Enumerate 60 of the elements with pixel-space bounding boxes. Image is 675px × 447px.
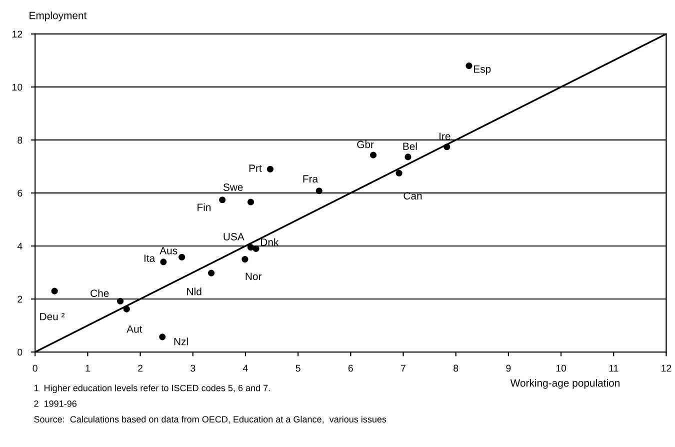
y-tick-label: 6 bbox=[18, 190, 22, 197]
point bbox=[466, 62, 472, 70]
point bbox=[444, 144, 450, 150]
data-label: Nzl bbox=[174, 338, 188, 346]
x-axis-title: Working-age population bbox=[510, 379, 620, 389]
x-tick-label: 2 bbox=[138, 364, 143, 372]
x-tick-label: 4 bbox=[242, 364, 248, 372]
y-axis-title: Employment bbox=[30, 12, 87, 22]
data-label: Nld bbox=[187, 288, 202, 296]
data-label: Ita bbox=[144, 254, 156, 262]
point bbox=[51, 288, 58, 294]
data-label: Prt bbox=[249, 164, 262, 172]
data-label: Che bbox=[90, 289, 109, 297]
y-tick-label: 0 bbox=[18, 348, 22, 356]
point bbox=[219, 196, 226, 204]
text: 2 1991-96 bbox=[34, 400, 77, 407]
data-label: Swe bbox=[223, 184, 243, 191]
point bbox=[404, 154, 412, 160]
point bbox=[117, 298, 124, 304]
data-label: Fra bbox=[303, 175, 318, 183]
x-tick-label: 11 bbox=[609, 364, 618, 372]
point bbox=[252, 245, 260, 252]
source-note: Source: Calculations based on data from OECD, Education at a Glance, various issues bbox=[34, 416, 386, 424]
y-tick-label: 2 bbox=[18, 296, 22, 303]
point bbox=[159, 334, 166, 340]
point bbox=[160, 258, 167, 266]
data-label: USA bbox=[224, 233, 244, 240]
y-tick-label: 10 bbox=[12, 84, 22, 91]
data-label: Esp bbox=[474, 65, 491, 75]
data-label: Deu ² bbox=[40, 312, 65, 320]
x-tick-label: 1 bbox=[86, 364, 90, 372]
x-tick-label: 10 bbox=[556, 364, 566, 372]
point bbox=[266, 166, 274, 172]
point bbox=[242, 256, 248, 263]
y-tick-label: 4 bbox=[17, 242, 22, 250]
point bbox=[370, 152, 377, 158]
data-label: Fin bbox=[198, 203, 211, 211]
data-label: Bel bbox=[403, 142, 417, 150]
point bbox=[247, 244, 254, 251]
x-tick-label: 9 bbox=[506, 364, 511, 372]
point bbox=[396, 170, 402, 176]
y-tick-label: 8 bbox=[18, 136, 22, 144]
x-tick-label: 7 bbox=[401, 364, 406, 372]
x-tick-label: 6 bbox=[348, 364, 353, 372]
point bbox=[316, 188, 322, 194]
point bbox=[208, 270, 215, 276]
y-tick-label: 12 bbox=[12, 30, 22, 38]
point bbox=[123, 306, 130, 312]
point bbox=[178, 254, 186, 260]
text: 1 Higher education levels refer to ISCED codes 5, 6 and 7. bbox=[34, 384, 270, 393]
x-tick-label: 5 bbox=[296, 364, 300, 372]
data-label: Nor bbox=[246, 272, 262, 280]
point bbox=[247, 198, 254, 206]
x-tick-label: 0 bbox=[32, 364, 38, 372]
data-label: Gbr bbox=[357, 140, 374, 148]
x-tick-label: 3 bbox=[190, 364, 196, 372]
data-label: Aut bbox=[126, 325, 142, 333]
x-tick-label: 8 bbox=[454, 364, 458, 372]
x-tick-label: 12 bbox=[662, 364, 672, 372]
data-label: Aus bbox=[160, 247, 178, 254]
